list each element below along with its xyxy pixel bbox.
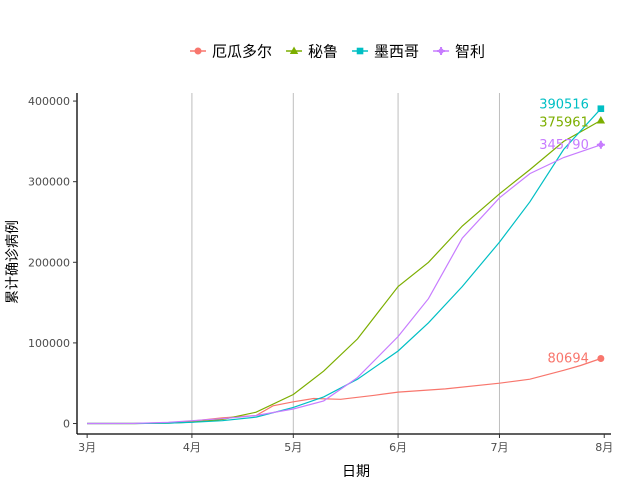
legend-key-marker xyxy=(356,47,364,55)
series-end-label: 375961 xyxy=(539,115,589,130)
y-tick-label: 300000 xyxy=(28,176,70,189)
series-end-point xyxy=(597,354,605,362)
y-tick-label: 400000 xyxy=(28,95,70,108)
series-end-point xyxy=(597,105,605,113)
x-tick-label: 3月 xyxy=(78,441,96,454)
x-tick-label: 8月 xyxy=(595,441,613,454)
end-labels: 80694 375961 390516 345790 xyxy=(539,98,589,367)
y-tick-label: 0 xyxy=(63,418,70,431)
legend-label: 智利 xyxy=(455,43,485,61)
legend: 厄瓜多尔 秘鲁 墨西哥 智利 xyxy=(190,43,485,61)
legend-item: 智利 xyxy=(433,43,485,61)
series-end-point xyxy=(596,115,606,124)
legend-item: 秘鲁 xyxy=(286,43,338,61)
series-line xyxy=(87,108,602,425)
series-line xyxy=(87,357,602,425)
x-axis-title: 日期 xyxy=(342,464,370,480)
x-tick-label: 7月 xyxy=(490,441,508,454)
x-tick-label: 5月 xyxy=(284,441,302,454)
series-end-label: 345790 xyxy=(539,138,589,153)
y-tick-label: 100000 xyxy=(28,337,70,350)
series-line xyxy=(87,144,602,425)
ticks: 3月 4月 5月 6月 7月 8月 0 100000 200000 300000 400000 xyxy=(28,95,613,454)
legend-key-marker xyxy=(437,47,446,55)
legend-key-marker xyxy=(194,47,202,55)
legend-item: 厄瓜多尔 xyxy=(190,43,272,61)
series-layer xyxy=(87,105,606,425)
x-tick-label: 6月 xyxy=(389,441,407,454)
legend-label: 厄瓜多尔 xyxy=(212,43,272,61)
series-end-point xyxy=(596,140,605,149)
x-tick-label: 4月 xyxy=(183,441,201,454)
legend-item: 墨西哥 xyxy=(352,43,419,61)
axes xyxy=(76,93,611,435)
y-tick-label: 200000 xyxy=(28,256,70,269)
y-axis-title: 累计确诊病例 xyxy=(5,220,21,304)
series-end-label: 390516 xyxy=(539,98,589,113)
legend-key-marker xyxy=(289,46,299,54)
series-end-label: 80694 xyxy=(548,351,589,366)
series-line xyxy=(87,119,602,425)
grid xyxy=(191,93,500,434)
legend-label: 秘鲁 xyxy=(308,43,338,61)
legend-label: 墨西哥 xyxy=(374,43,419,61)
